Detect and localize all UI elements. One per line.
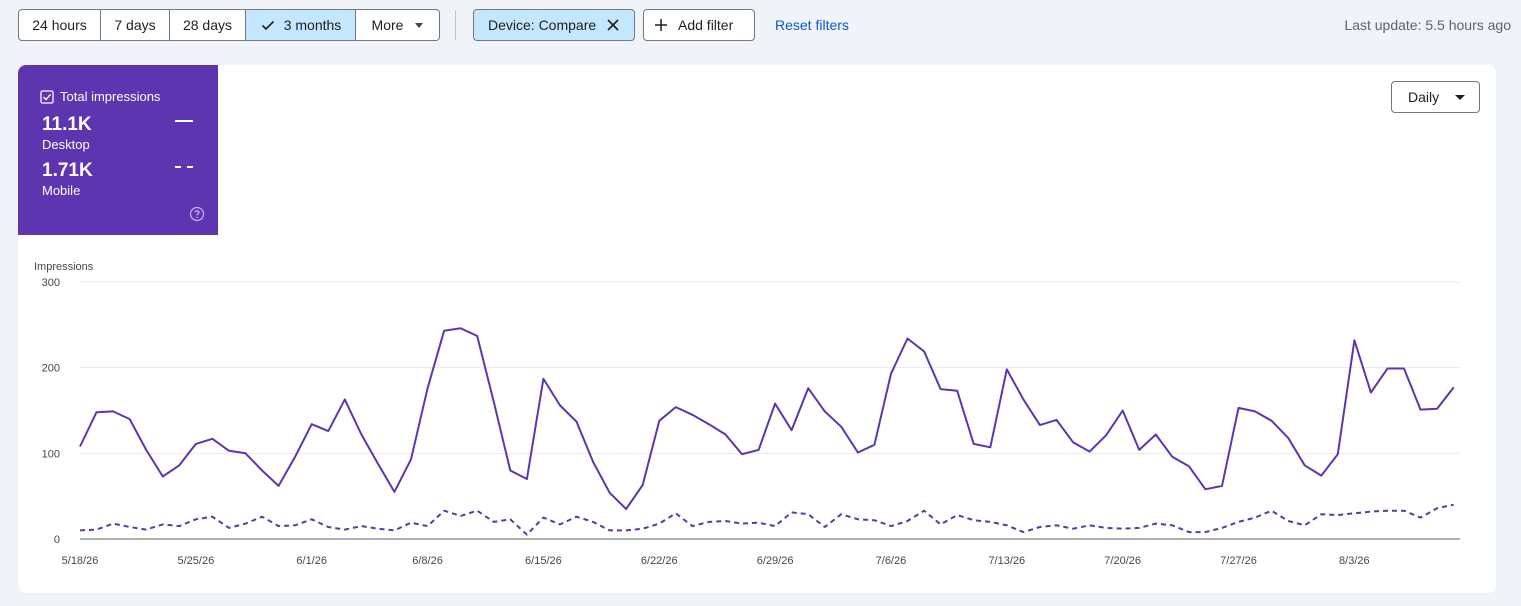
range-label: 7 days bbox=[114, 17, 156, 33]
range-label: 24 hours bbox=[32, 17, 87, 33]
toolbar-divider bbox=[455, 10, 456, 40]
x-tick-label: 7/6/26 bbox=[876, 555, 907, 567]
device-filter-chip[interactable]: Device: Compare bbox=[473, 9, 635, 41]
add-filter-label: Add filter bbox=[678, 17, 734, 33]
x-tick-label: 6/29/26 bbox=[757, 555, 794, 567]
y-tick-label: 0 bbox=[54, 534, 60, 546]
metric-header: Total impressions bbox=[40, 89, 160, 104]
mobile-label: Mobile bbox=[42, 183, 81, 198]
x-tick-label: 6/15/26 bbox=[525, 555, 562, 567]
range-label: 28 days bbox=[182, 17, 233, 33]
desktop-impressions-value: 11.1K bbox=[42, 114, 92, 135]
performance-card: Total impressions 11.1K Desktop 1.71K Mo… bbox=[18, 65, 1496, 593]
plus-icon bbox=[655, 19, 667, 31]
add-filter-button[interactable]: Add filter bbox=[643, 9, 755, 41]
series-line-mobile[interactable] bbox=[79, 503, 1454, 536]
y-tick-label: 200 bbox=[42, 363, 60, 375]
device-filter-label: Device: Compare bbox=[488, 17, 597, 33]
range-7-days-button[interactable]: 7 days bbox=[101, 10, 170, 40]
filter-toolbar: 24 hours 7 days 28 days 3 months More De… bbox=[18, 9, 1511, 41]
range-3-months-button[interactable]: 3 months bbox=[246, 10, 356, 40]
range-label: More bbox=[371, 17, 404, 33]
x-tick-label: 6/22/26 bbox=[641, 555, 678, 567]
last-update-text: Last update: 5.5 hours ago bbox=[1344, 17, 1511, 33]
x-tick-label: 7/20/26 bbox=[1104, 555, 1141, 567]
x-tick-label: 7/27/26 bbox=[1220, 555, 1257, 567]
series-line-desktop[interactable] bbox=[79, 327, 1455, 510]
checkbox-checked-icon[interactable] bbox=[40, 89, 54, 104]
range-24-hours-button[interactable]: 24 hours bbox=[19, 10, 101, 40]
range-more-button[interactable]: More bbox=[356, 10, 439, 40]
range-28-days-button[interactable]: 28 days bbox=[170, 10, 246, 40]
x-tick-label: 5/18/26 bbox=[62, 555, 99, 567]
mobile-impressions-value: 1.71K bbox=[42, 160, 93, 181]
metric-title: Total impressions bbox=[60, 89, 161, 104]
granularity-dropdown[interactable]: Daily bbox=[1391, 81, 1480, 113]
check-icon bbox=[261, 20, 274, 31]
y-axis-title: Impressions bbox=[34, 261, 94, 273]
x-tick-label: 8/3/26 bbox=[1339, 555, 1370, 567]
desktop-label: Desktop bbox=[42, 137, 90, 152]
x-tick-label: 6/8/26 bbox=[412, 555, 443, 567]
granularity-label: Daily bbox=[1408, 89, 1440, 105]
range-label: 3 months bbox=[283, 17, 342, 33]
solid-line-legend-icon bbox=[175, 120, 193, 122]
total-impressions-metric-card[interactable]: Total impressions 11.1K Desktop 1.71K Mo… bbox=[18, 65, 218, 235]
help-icon[interactable] bbox=[189, 206, 205, 222]
impressions-line-chart: Impressions 0 100 200 300 5/18/26 5/25/26 6/1… bbox=[34, 261, 1460, 567]
y-tick-label: 100 bbox=[42, 448, 60, 460]
x-tick-label: 7/13/26 bbox=[988, 555, 1025, 567]
caret-down-icon bbox=[415, 22, 424, 28]
close-icon[interactable] bbox=[606, 18, 620, 32]
reset-filters-link[interactable]: Reset filters bbox=[775, 17, 849, 33]
x-tick-label: 5/25/26 bbox=[177, 555, 214, 567]
y-tick-label: 300 bbox=[42, 277, 60, 289]
date-range-selector: 24 hours 7 days 28 days 3 months More bbox=[18, 9, 440, 41]
dashed-line-legend-icon bbox=[175, 166, 193, 168]
x-tick-label: 6/1/26 bbox=[296, 555, 327, 567]
caret-down-icon bbox=[1455, 94, 1466, 100]
